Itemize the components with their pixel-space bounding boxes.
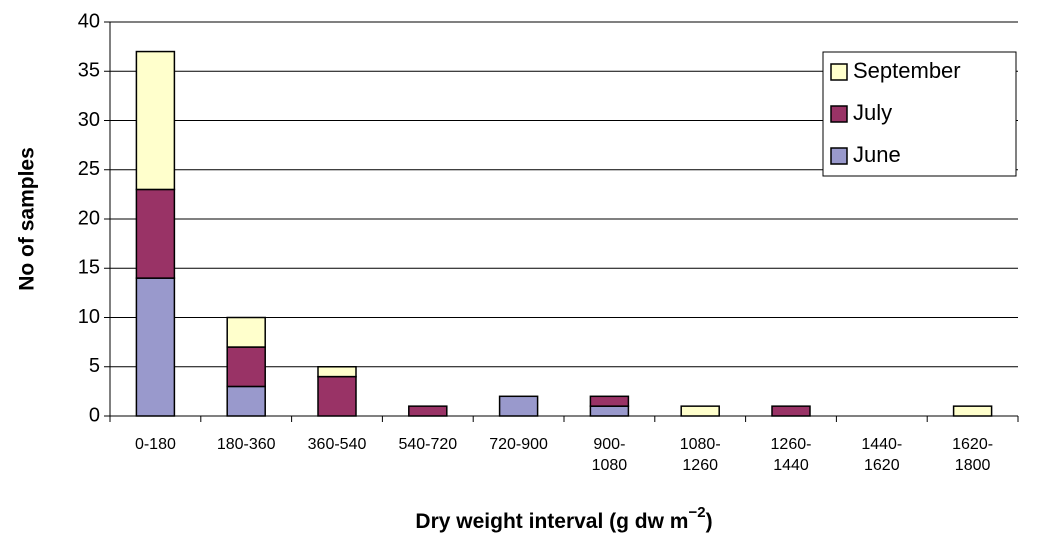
- bar-segment: [226, 385, 266, 417]
- x-tick-label: 180-360: [217, 436, 276, 453]
- bar-segment: [135, 277, 176, 417]
- x-tick-label: 900-1080: [592, 436, 628, 474]
- bar-segment: [135, 50, 176, 191]
- bar-segment: [317, 366, 357, 378]
- y-tick-label: 0: [89, 404, 100, 426]
- x-tick-label: 1080-1260: [680, 436, 721, 474]
- bar-segment: [135, 188, 176, 279]
- y-tick-label: 30: [78, 109, 100, 131]
- legend-swatch: [830, 63, 848, 81]
- x-tick-label: 360-540: [308, 436, 367, 453]
- bar-segment: [952, 405, 993, 417]
- x-axis-title-sup: −2: [688, 504, 705, 521]
- y-tick-label: 5: [89, 355, 100, 377]
- y-tick-label: 10: [78, 306, 100, 328]
- x-tick-label: 0-180: [135, 436, 176, 453]
- x-tick-label: 1260-1440: [771, 436, 812, 474]
- x-tick-label: 1440-1620: [861, 436, 902, 474]
- x-axis-title-main: Dry weight interval (g dw m: [415, 510, 688, 533]
- y-axis-title: No of samples: [16, 147, 39, 291]
- bar-segment: [226, 316, 266, 348]
- bar-segment: [680, 405, 720, 417]
- legend-box: [822, 51, 1017, 177]
- legend-label: September: [853, 58, 961, 83]
- y-tick-label: 25: [78, 158, 100, 180]
- x-axis-title-end: ): [706, 510, 713, 533]
- bar-segment: [498, 395, 539, 417]
- bar-segment: [589, 395, 630, 407]
- y-tick-label: 35: [78, 60, 100, 82]
- x-tick-label: 540-720: [398, 436, 457, 453]
- x-tick-label: 1620-1800: [952, 436, 993, 474]
- x-axis-title: Dry weight interval (g dw m−2): [415, 504, 712, 533]
- bar-segment: [589, 405, 630, 417]
- legend-label: July: [853, 100, 892, 125]
- legend-swatch: [830, 105, 848, 123]
- bar-segment: [408, 405, 448, 417]
- x-tick-label: 720-900: [489, 436, 548, 453]
- bar-segment: [317, 375, 357, 417]
- bar-segment: [226, 346, 266, 388]
- legend-label: June: [853, 142, 901, 167]
- bar-segment: [771, 405, 811, 417]
- legend-swatch: [830, 147, 848, 165]
- y-tick-label: 15: [78, 257, 100, 279]
- y-tick-label: 20: [78, 207, 100, 229]
- y-tick-label: 40: [78, 10, 100, 32]
